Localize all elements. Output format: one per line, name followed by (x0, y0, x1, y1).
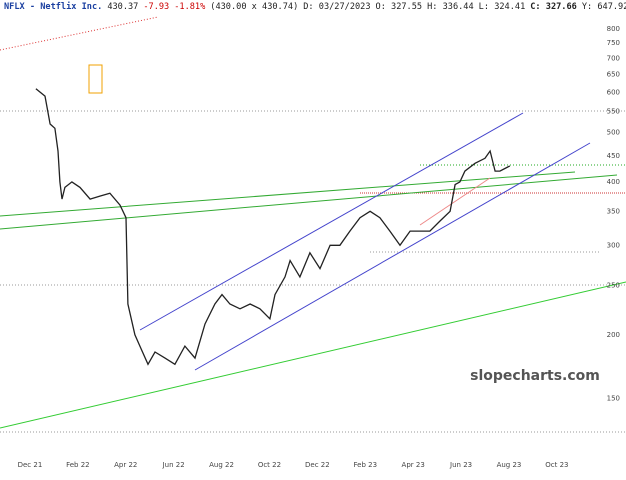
x-tick-label: Jun 23 (449, 461, 472, 469)
y-tick-label: 500 (607, 129, 620, 137)
y-tick-label: 200 (607, 331, 620, 339)
x-tick-label: Jun 22 (162, 461, 185, 469)
x-tick-label: Oct 22 (258, 461, 281, 469)
header: NFLX - Netflix Inc. 430.37 -7.93 -1.81% (430… (4, 2, 626, 12)
y-tick-label: 250 (607, 282, 620, 290)
x-tick-label: Aug 23 (497, 461, 522, 469)
y-tick-label: 600 (607, 88, 620, 96)
symbol: NFLX - Netflix Inc. (4, 2, 103, 12)
y-tick-label: 800 (607, 25, 620, 33)
trend-line (194, 142, 591, 371)
open: O: 327.55 (375, 2, 423, 12)
y-tick-label: 300 (607, 241, 620, 249)
change-pct: -1.81% (174, 2, 206, 12)
y-tick-label: 550 (607, 108, 620, 116)
trend-line (0, 16, 159, 51)
x-tick-label: Dec 22 (305, 461, 330, 469)
last: 430.37 (107, 2, 139, 12)
high: H: 336.44 (427, 2, 474, 12)
x-tick-label: Apr 22 (114, 461, 137, 469)
marker-box (88, 64, 103, 94)
y-tick-label: 400 (607, 178, 620, 186)
bid-ask: (430.00 x 430.74) (210, 2, 299, 12)
watermark: slopecharts.com (470, 368, 600, 384)
x-tick-label: Feb 22 (66, 461, 90, 469)
trend-line (0, 171, 576, 217)
trend-line (139, 112, 524, 331)
prev: Y: 647.92 (581, 2, 626, 12)
y-tick-label: 650 (607, 71, 620, 79)
price-line (35, 88, 511, 366)
x-tick-label: Feb 23 (354, 461, 378, 469)
y-tick-label: 450 (607, 152, 620, 160)
trend-line (0, 174, 618, 230)
low: L: 324.41 (478, 2, 526, 12)
y-tick-label: 750 (607, 39, 620, 47)
y-tick-label: 350 (607, 207, 620, 215)
x-tick-label: Oct 23 (545, 461, 568, 469)
x-tick-label: Apr 23 (402, 461, 425, 469)
date: D: 03/27/2023 (303, 2, 371, 12)
close: C: 327.66 (530, 2, 577, 12)
trend-line (419, 177, 491, 226)
change: -7.93 (143, 2, 170, 12)
x-tick-label: Aug 22 (209, 461, 234, 469)
y-tick-label: 150 (607, 394, 620, 402)
y-tick-label: 700 (607, 54, 620, 62)
trend-line (0, 281, 626, 429)
x-tick-label: Dec 21 (18, 461, 43, 469)
